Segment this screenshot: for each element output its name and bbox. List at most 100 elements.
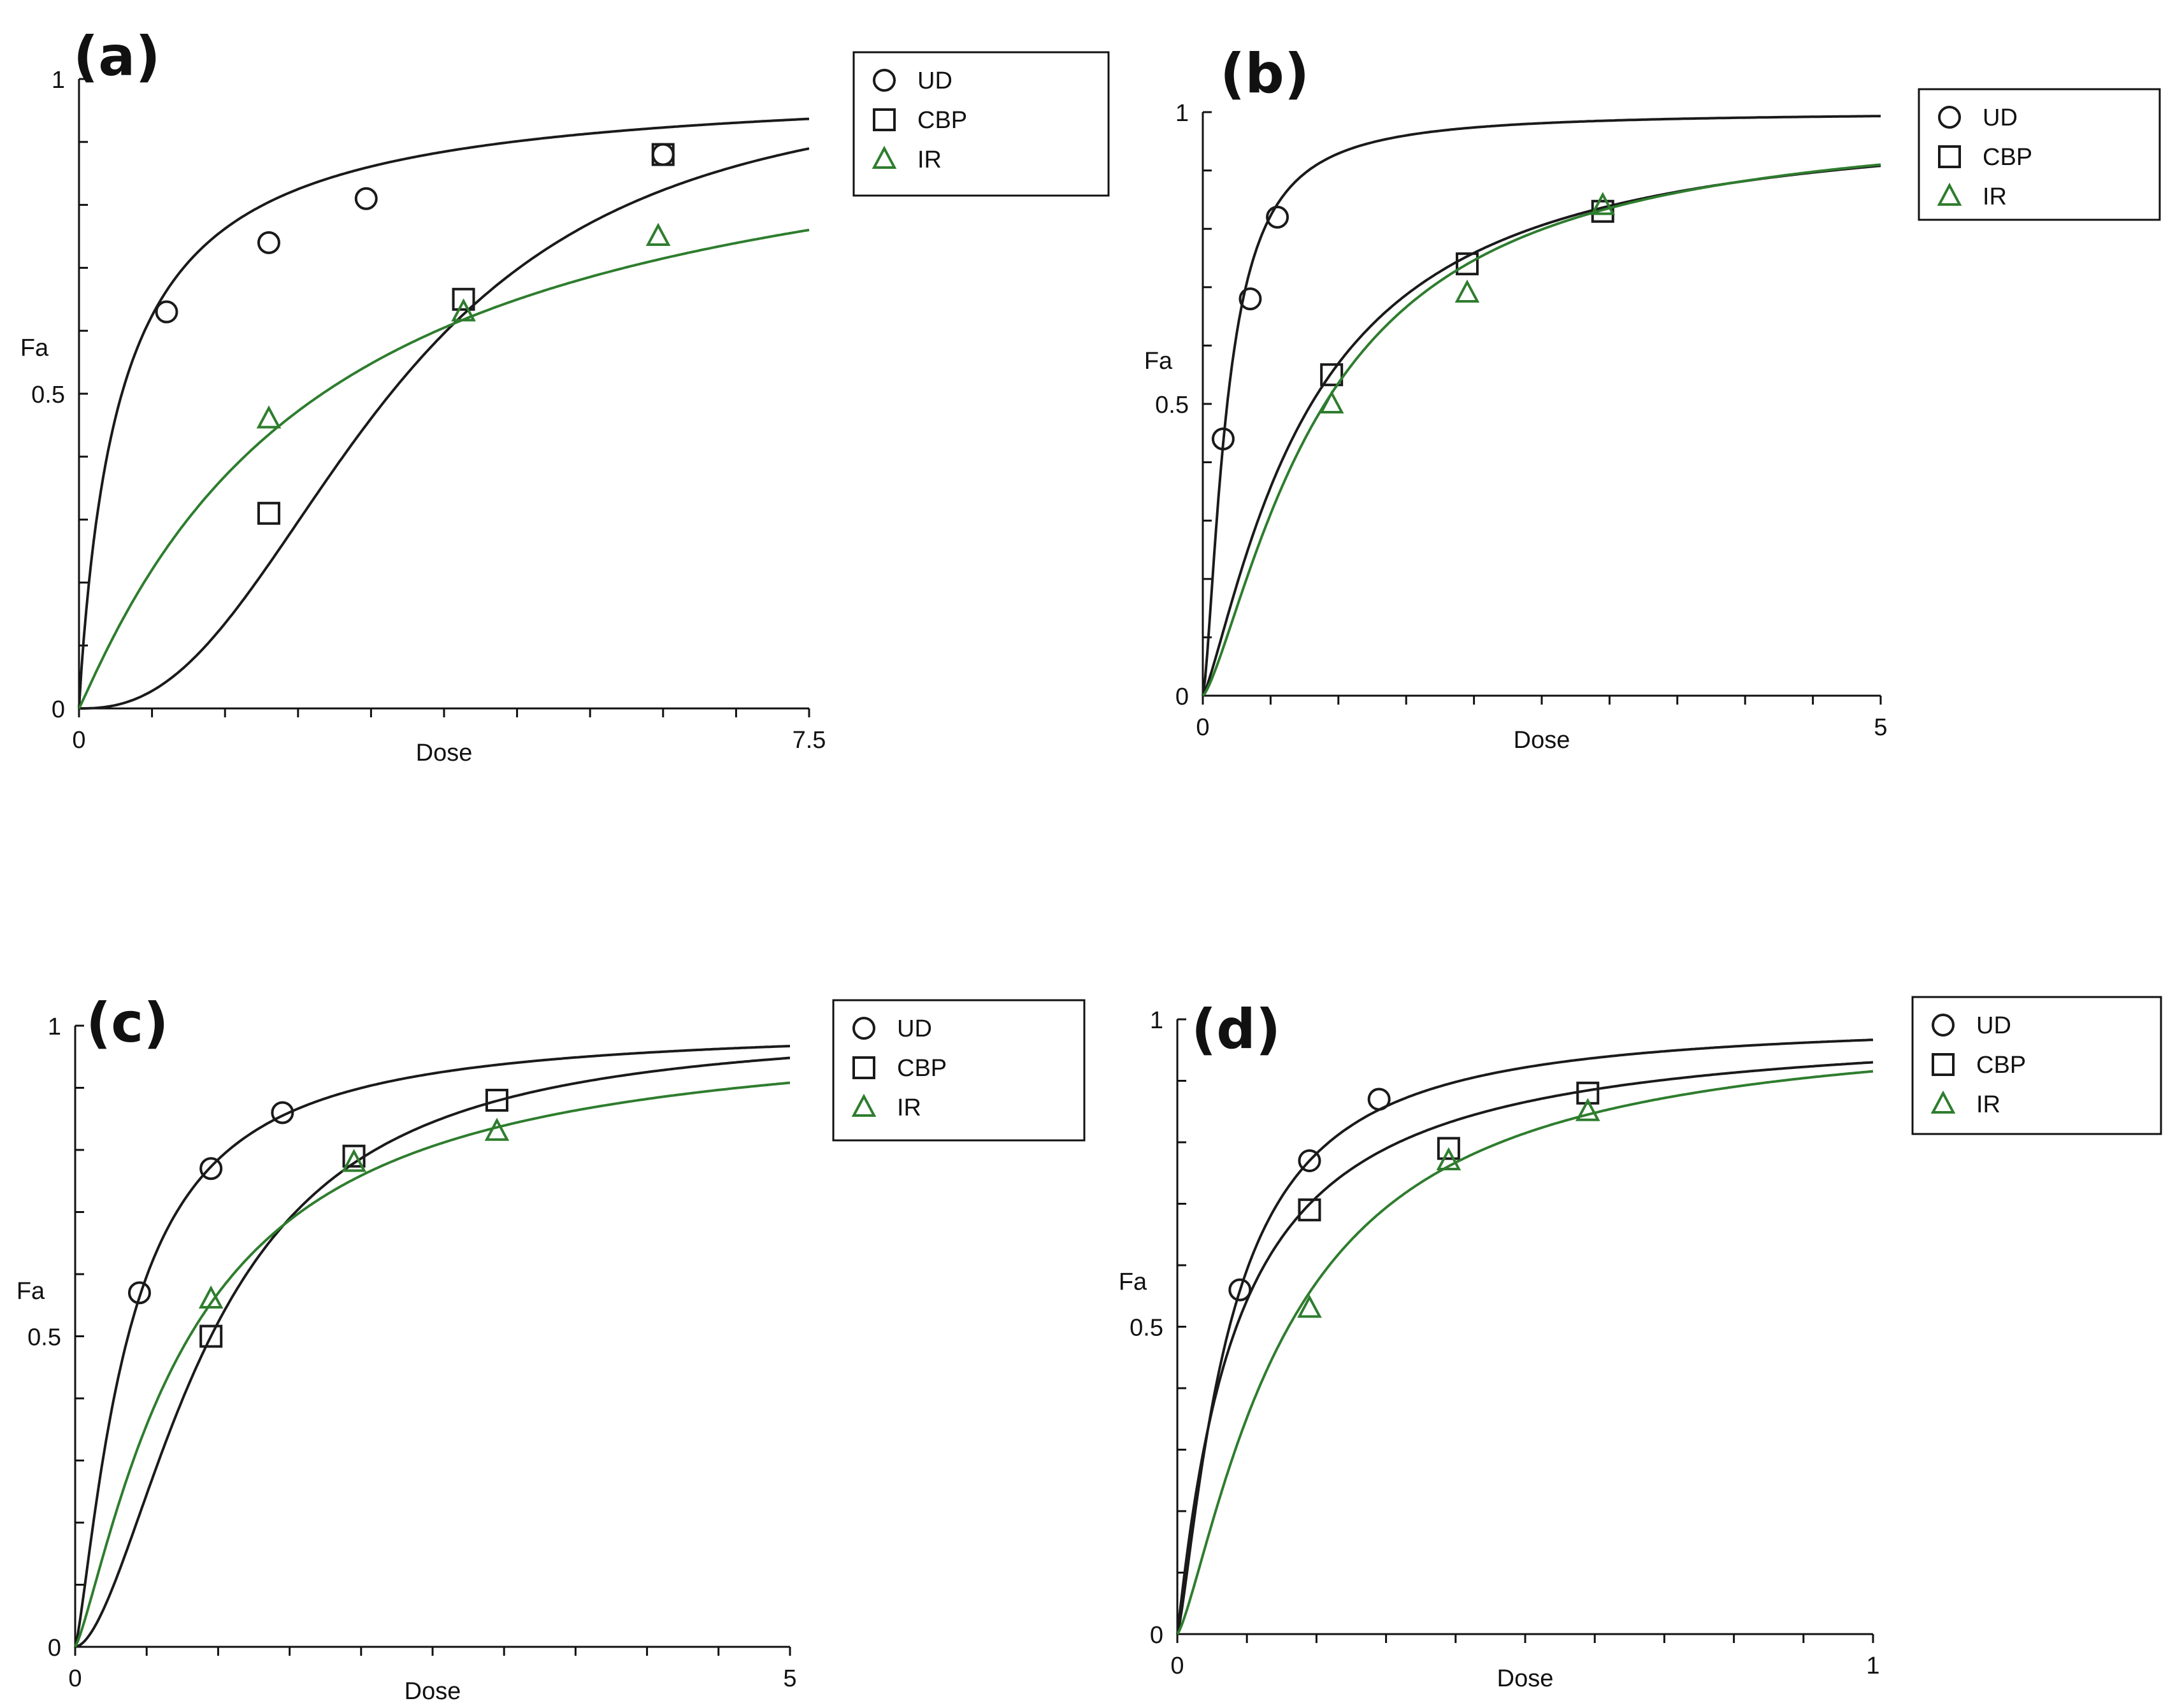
cbp-point — [485, 1089, 508, 1112]
series-ud — [1202, 115, 1881, 696]
y-tick-label: 0 — [1175, 684, 1189, 710]
series-ir — [1176, 1070, 1874, 1635]
ir-point — [198, 1285, 224, 1309]
ir-point — [484, 1117, 510, 1141]
chart-panel-3: (c) 0 5 0 0.5 1 Dose Fa UD CBP IR — [17, 991, 1086, 1705]
series-line-ir — [74, 1081, 791, 1647]
legend-marker-cbp — [1938, 145, 1961, 168]
series-ud — [74, 1045, 791, 1647]
series-line-cbp — [79, 147, 810, 710]
x-axis-label: Dose — [416, 740, 473, 766]
legend-label-ud: UD — [897, 1015, 932, 1042]
x-axis-label: Dose — [1497, 1665, 1554, 1692]
y-tick-label: 0.5 — [31, 382, 65, 408]
y-tick-label: 1 — [1150, 1007, 1163, 1034]
legend: UD CBP IR — [1918, 88, 2161, 221]
series-line-cbp — [1202, 164, 1881, 696]
legend-marker-ud — [873, 69, 896, 92]
y-tick-label: 0 — [48, 1635, 61, 1661]
y-tick-label: 0.5 — [1155, 392, 1189, 419]
x-tick-label: 0 — [1196, 714, 1209, 741]
series-cbp — [1202, 164, 1881, 696]
ir-point — [1319, 390, 1344, 413]
ir-point — [645, 222, 671, 246]
series-ir — [1202, 163, 1881, 697]
cbp-point — [1437, 1137, 1460, 1160]
series-ir — [74, 1081, 791, 1647]
legend-marker-cbp — [1932, 1053, 1955, 1076]
x-axis-label: Dose — [405, 1678, 461, 1705]
legend-marker-ud — [1938, 106, 1961, 129]
legend: UD CBP IR — [832, 999, 1086, 1142]
cbp-point — [199, 1324, 223, 1348]
legend-label-cbp: CBP — [897, 1055, 947, 1082]
legend-marker-ir — [872, 145, 897, 169]
legend-label-ir: IR — [1983, 183, 2007, 210]
legend-marker-ir — [1930, 1090, 1956, 1114]
ud-point — [271, 1101, 294, 1124]
legend-label-ir: IR — [1976, 1091, 2000, 1118]
ir-point — [1436, 1147, 1461, 1170]
legend-marker-ir — [1937, 182, 1962, 206]
cbp-point — [1298, 1198, 1321, 1222]
series-line-ir — [1176, 1070, 1874, 1635]
x-tick-label: 5 — [1874, 714, 1887, 741]
y-tick-label: 1 — [52, 67, 65, 94]
chart-panel-2: (b) 0 5 0 0.5 1 Dose Fa UD CBP IR — [1144, 42, 2161, 754]
series-line-ud — [74, 1045, 791, 1647]
cbp-point — [452, 287, 475, 311]
legend-label-ud: UD — [1983, 104, 2018, 131]
legend: UD CBP IR — [1911, 996, 2162, 1135]
ir-point — [256, 405, 282, 429]
y-tick-label: 0 — [52, 696, 65, 723]
series-ud — [78, 117, 810, 709]
ir-point — [341, 1149, 366, 1172]
ir-point — [1590, 192, 1616, 215]
ud-point — [354, 187, 378, 210]
legend-marker-ud — [852, 1017, 875, 1040]
ir-point — [1454, 279, 1480, 303]
x-axis-label: Dose — [1514, 727, 1570, 754]
ud-point — [155, 300, 178, 324]
chart-panel-1: (a) 0 7.5 0 0.5 1 Dose Fa UD CBP IR — [20, 25, 1110, 766]
x-tick-label: 0 — [1170, 1653, 1184, 1679]
chart-panel-4: (d) 0 1 0 0.5 1 Dose Fa UD CBP IR — [1119, 996, 2162, 1692]
x-tick-label: 7.5 — [793, 727, 826, 754]
series-line-cbp — [75, 1056, 791, 1648]
legend-marker-ir — [851, 1093, 877, 1117]
legend-box — [852, 51, 1110, 197]
ud-point — [199, 1157, 223, 1181]
legend-label-ir: IR — [897, 1094, 921, 1121]
cbp-point — [1455, 252, 1479, 276]
series-line-ir — [78, 229, 810, 709]
legend-marker-cbp — [873, 108, 896, 131]
cbp-point — [342, 1144, 366, 1168]
x-tick-label: 0 — [72, 727, 85, 754]
y-tick-label: 0.5 — [1130, 1315, 1163, 1342]
ir-point — [451, 298, 476, 322]
x-tick-label: 5 — [783, 1665, 796, 1692]
series-ud — [1176, 1038, 1874, 1635]
series-line-ir — [1202, 163, 1881, 697]
ud-point — [1211, 427, 1235, 450]
series-line-ud — [1176, 1038, 1874, 1635]
cbp-point — [257, 501, 280, 525]
legend-label-cbp: CBP — [1983, 144, 2032, 171]
x-tick-label: 1 — [1866, 1653, 1879, 1679]
ud-point — [127, 1281, 151, 1305]
legend-label-ir: IR — [917, 147, 942, 173]
ir-point — [1575, 1098, 1600, 1121]
ud-point — [1228, 1278, 1252, 1302]
legend-label-ud: UD — [1976, 1012, 2011, 1039]
series-line-ud — [1202, 115, 1881, 696]
y-tick-label: 1 — [1175, 100, 1189, 127]
legend: UD CBP IR — [852, 51, 1110, 197]
y-axis-label: Fa — [20, 335, 49, 362]
ud-point — [1298, 1149, 1321, 1172]
ud-point — [1266, 205, 1289, 229]
cbp-point — [1320, 363, 1344, 387]
series-ir — [78, 222, 810, 709]
legend-marker-ud — [1932, 1014, 1955, 1037]
legend-label-ud: UD — [917, 68, 952, 94]
